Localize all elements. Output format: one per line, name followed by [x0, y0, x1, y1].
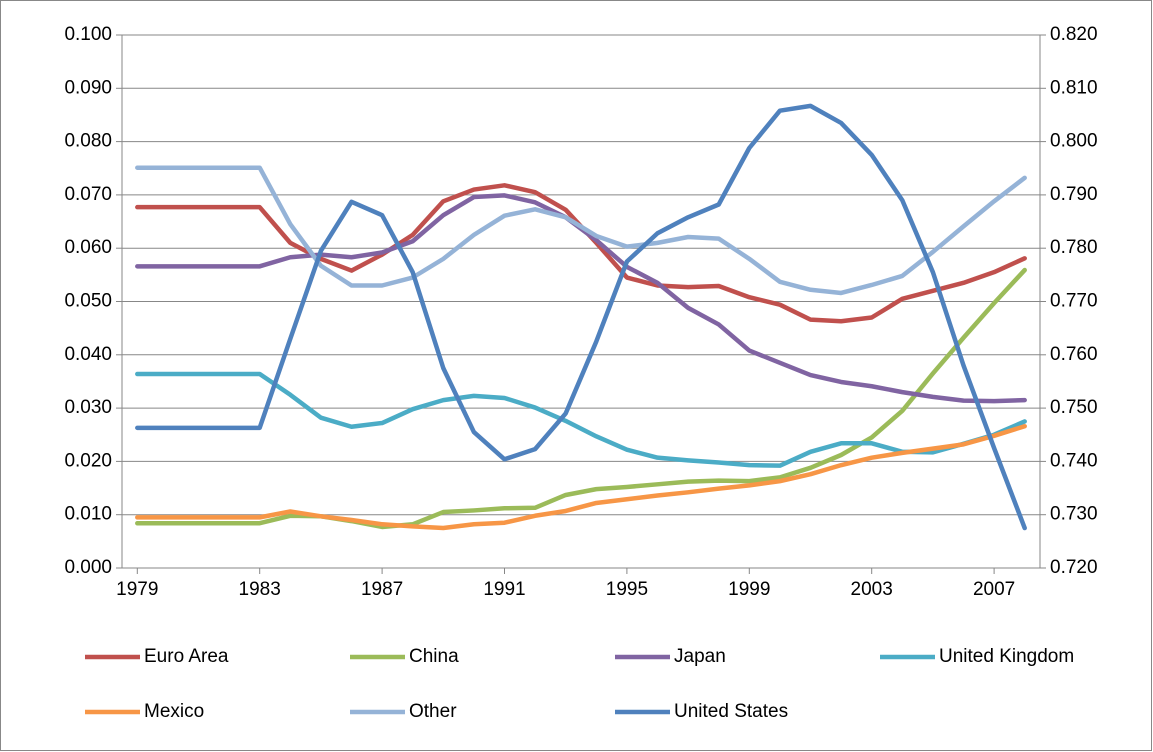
y2-tick-label: 0.760: [1050, 344, 1098, 365]
series-line: [135, 371, 1027, 468]
y2-tick-label: 0.720: [1050, 557, 1098, 578]
legend-label: Japan: [674, 646, 726, 667]
y-tick-label: 0.060: [64, 237, 112, 258]
y2-tick-label: 0.780: [1050, 237, 1098, 258]
y-tick-label: 0.070: [64, 184, 112, 205]
y2-tick-label: 0.740: [1050, 450, 1098, 471]
legend-label: United Kingdom: [939, 646, 1074, 667]
y2-tick-label: 0.790: [1050, 184, 1098, 205]
x-tick-label: 1991: [483, 579, 525, 600]
series-line: [135, 423, 1027, 531]
legend-label: United States: [674, 701, 788, 722]
legend-label: Other: [409, 701, 457, 722]
y2-tick-label: 0.750: [1050, 397, 1098, 418]
x-tick-label: 2007: [973, 579, 1015, 600]
y2-tick-label: 0.800: [1050, 131, 1098, 152]
x-tick-label: 1995: [606, 579, 648, 600]
y-tick-label: 0.000: [64, 557, 112, 578]
legend-label: China: [409, 646, 459, 667]
x-tick-label: 2003: [851, 579, 893, 600]
y2-tick-label: 0.770: [1050, 291, 1098, 312]
legend-label: Euro Area: [144, 646, 229, 667]
x-tick-label: 1987: [361, 579, 403, 600]
y-tick-label: 0.030: [64, 397, 112, 418]
x-tick-label: 1999: [728, 579, 770, 600]
series-line: [135, 267, 1027, 530]
series-line: [135, 165, 1027, 296]
y-tick-label: 0.090: [64, 77, 112, 98]
y2-tick-label: 0.730: [1050, 504, 1098, 525]
legend-label: Mexico: [144, 701, 204, 722]
x-tick-label: 1983: [239, 579, 281, 600]
y-tick-label: 0.010: [64, 504, 112, 525]
x-tick-label: 1979: [116, 579, 158, 600]
y-tick-label: 0.020: [64, 450, 112, 471]
y2-tick-label: 0.820: [1050, 24, 1098, 45]
y-tick-label: 0.040: [64, 344, 112, 365]
series-line: [135, 103, 1027, 531]
y-tick-label: 0.050: [64, 291, 112, 312]
y-tick-label: 0.080: [64, 131, 112, 152]
y-tick-label: 0.100: [64, 24, 112, 45]
y2-tick-label: 0.810: [1050, 77, 1098, 98]
